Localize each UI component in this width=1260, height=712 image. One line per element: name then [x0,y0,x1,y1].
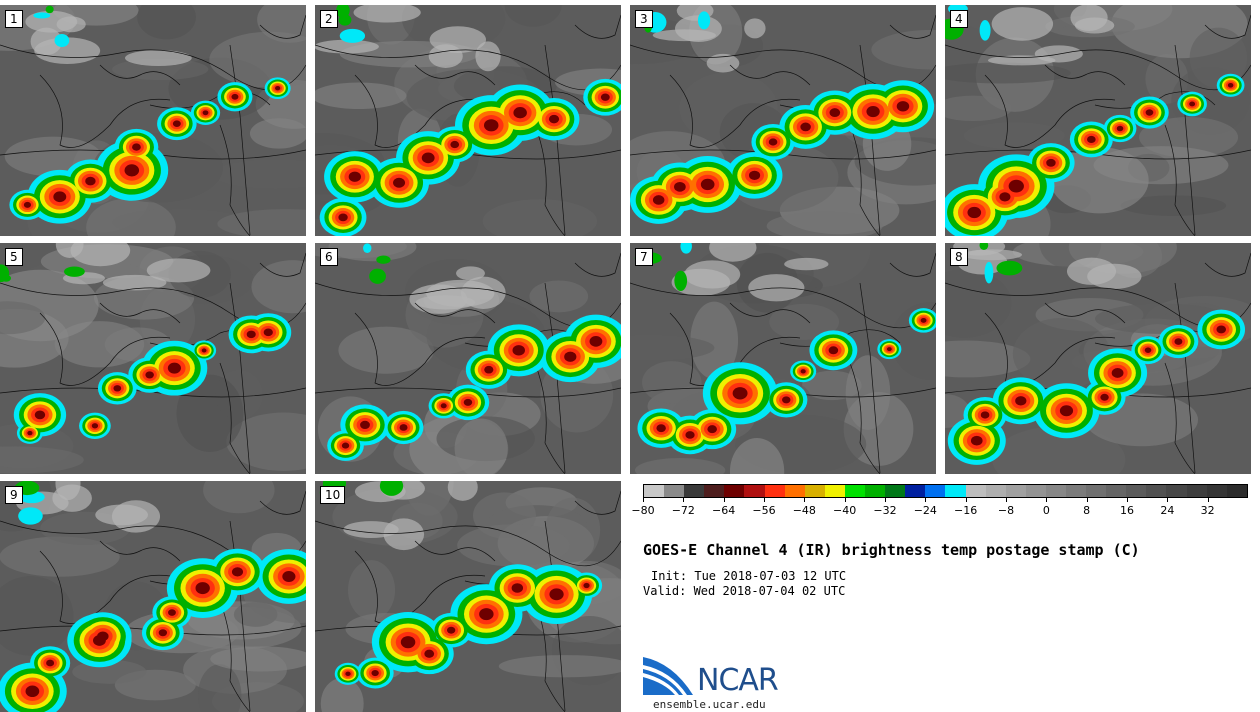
colorbar-tick-label: −16 [954,504,978,517]
colorbar-segment [905,485,926,497]
satellite-map [0,5,306,236]
init-time: Init: Tue 2018-07-03 12 UTC [651,569,847,583]
colorbar-tick-label: −8 [997,504,1015,517]
ncar-logo-text: NCAR [697,663,779,698]
colorbar-segment [925,485,946,497]
valid-time: Valid: Wed 2018-07-04 02 UTC [643,584,846,598]
colorbar-tick-label: −56 [752,504,776,517]
satellite-map [315,5,621,236]
colorbar-segment [1005,485,1026,497]
colorbar-segment [1106,485,1127,497]
panel-number-label: 8 [950,248,968,266]
colorbar-tick [1207,498,1209,502]
logo-url: ensemble.ucar.edu [653,698,766,711]
panel-number-label: 5 [5,248,23,266]
satellite-map [315,481,621,712]
colorbar-tick [885,498,886,502]
colorbar-segment [1226,485,1247,497]
colorbar-segment [824,485,845,497]
postage-stamp-panel: 9 [0,481,306,712]
panel-number-label: 9 [5,486,23,504]
colorbar-segment [664,485,685,497]
colorbar-segment [965,485,986,497]
colorbar-segment [1065,485,1087,497]
colorbar-tick-label: 16 [1120,504,1134,517]
colorbar-segment [804,485,825,497]
colorbar-tick-label: −64 [712,504,736,517]
colorbar-tick [1086,498,1088,502]
satellite-map [630,243,936,474]
postage-stamp-panel: 6 [315,243,621,474]
colorbar-tick-label: 32 [1200,504,1215,517]
colorbar-segment [1206,485,1227,497]
colorbar-tick [643,498,644,502]
satellite-map [0,481,306,712]
satellite-map [0,243,306,474]
figure-title: GOES-E Channel 4 (IR) brightness temp po… [643,541,1140,559]
panel-number-label: 1 [5,10,23,28]
panel-number-label: 6 [320,248,338,266]
panel-number-label: 2 [320,10,338,28]
colorbar [643,484,1248,498]
colorbar-tick [1167,498,1169,502]
colorbar-segment [885,485,906,497]
colorbar-tick-label: 8 [1083,504,1091,517]
colorbar-tick [844,498,846,502]
panel-number-label: 4 [950,10,968,28]
colorbar-segment [744,485,765,497]
colorbar-segment [865,485,886,497]
colorbar-tick [1127,498,1128,502]
colorbar-tick-label: −32 [873,504,897,517]
satellite-map [630,5,936,236]
postage-stamp-panel: 7 [630,243,936,474]
colorbar-segment [764,485,785,497]
colorbar-tick [965,498,967,502]
ncar-logo-icon [643,657,693,695]
colorbar-segment [724,485,745,497]
colorbar-tick-label: 0 [1042,504,1050,517]
colorbar-tick-label: −72 [671,504,695,517]
colorbar-segment [684,485,705,497]
panel-number-label: 3 [635,10,653,28]
panel-number-label: 10 [320,486,346,504]
colorbar-segment [1166,485,1187,497]
satellite-map [945,243,1251,474]
colorbar-segment [1086,485,1107,497]
colorbar-tick-label: −24 [913,504,937,517]
colorbar-tick [804,498,806,502]
postage-stamp-panel: 4 [945,5,1251,236]
colorbar-segment [844,485,866,497]
colorbar-tick [1006,498,1007,502]
postage-stamp-panel: 3 [630,5,936,236]
colorbar-tick [1046,498,1048,502]
colorbar-tick-label: −48 [792,504,816,517]
colorbar-tick-label: −40 [833,504,857,517]
postage-stamp-panel: 1 [0,5,306,236]
postage-stamp-panel: 8 [945,243,1251,474]
satellite-map [315,243,621,474]
colorbar-segment [784,485,805,497]
postage-stamp-panel: 10 [315,481,621,712]
colorbar-segment [644,485,665,497]
colorbar-segment [1045,485,1066,497]
colorbar-tick-label: 24 [1160,504,1175,517]
colorbar-segment [1025,485,1046,497]
colorbar-segment [1146,485,1167,497]
colorbar-tick [723,498,725,502]
colorbar-tick-label: −80 [631,504,655,517]
colorbar-ticks: −80 −72 −64 −56 −48 −40 −32 −24 −16 −8 0 8 16 24 32 [631,498,1248,520]
postage-stamp-panel: 2 [315,5,621,236]
colorbar-segment [1186,485,1207,497]
satellite-map [945,5,1251,236]
colorbar-segment [704,485,725,497]
colorbar-tick [764,498,765,502]
postage-stamp-panel: 5 [0,243,306,474]
panel-number-label: 7 [635,248,653,266]
colorbar-tick [925,498,927,502]
colorbar-tick [683,498,685,502]
colorbar-segment [985,485,1006,497]
colorbar-segment [1126,485,1147,497]
colorbar-segment [945,485,966,497]
